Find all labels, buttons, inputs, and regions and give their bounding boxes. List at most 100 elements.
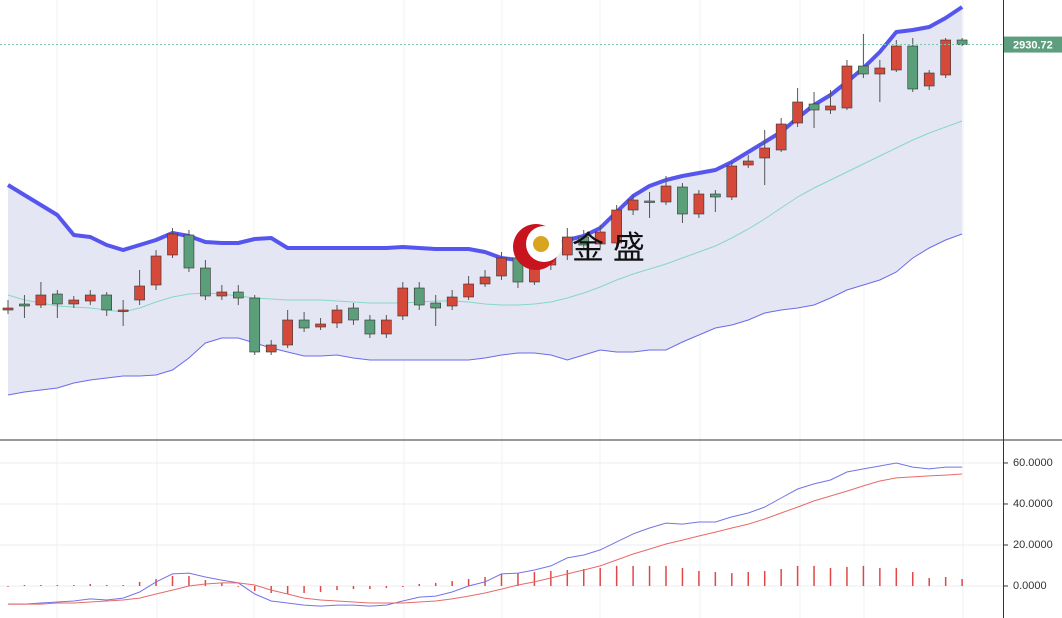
candle-body: [496, 257, 507, 277]
histogram-bar: [73, 584, 75, 587]
watermark-logo: [513, 224, 562, 270]
candle-body: [52, 293, 63, 305]
histogram-bar: [714, 572, 717, 587]
histogram-bar: [780, 568, 782, 587]
candle-body: [841, 65, 853, 109]
histogram-bar: [451, 581, 453, 587]
candle-body: [808, 103, 820, 111]
histogram-bar: [122, 584, 124, 587]
histogram-bar: [846, 566, 848, 587]
histogram-bar: [188, 575, 190, 587]
histogram-bar: [56, 584, 59, 587]
lower-band: [7, 233, 963, 396]
candle-body: [19, 303, 30, 307]
candle-body: [825, 105, 836, 111]
histogram-bar: [171, 575, 174, 587]
candle-body: [397, 287, 409, 317]
histogram-bar: [912, 572, 914, 587]
candle-body: [890, 45, 902, 71]
candle-body: [611, 209, 622, 244]
candle-body: [479, 276, 491, 285]
watermark-text: 金 盛: [572, 229, 645, 265]
candle-body: [2, 307, 14, 311]
histogram-bar: [895, 567, 898, 587]
candle-body: [578, 236, 590, 246]
histogram-bar: [385, 586, 388, 589]
candle-body: [677, 186, 688, 215]
candle-body: [167, 233, 178, 256]
histogram-bar: [928, 578, 930, 587]
histogram-bar: [336, 586, 338, 591]
candle-body: [923, 72, 935, 87]
candle-body: [413, 287, 425, 306]
candle-body: [940, 39, 951, 76]
candle-body: [627, 199, 639, 211]
histogram-bar: [829, 567, 832, 587]
histogram-bar: [402, 586, 404, 588]
histogram-bar: [254, 586, 256, 591]
upper-band: [6, 5, 964, 262]
histogram-bar: [632, 565, 634, 587]
candle-body: [117, 309, 129, 312]
candle-body: [216, 291, 228, 297]
y-tick-label: 40.0000: [1013, 498, 1053, 510]
candle-body: [775, 123, 787, 151]
candle-body: [874, 67, 886, 75]
histogram-bar: [665, 565, 667, 587]
candle-body: [594, 231, 606, 245]
candle-body: [265, 344, 277, 353]
histogram-bar: [533, 572, 536, 587]
histogram-bar: [303, 586, 305, 593]
candle-body: [792, 101, 803, 124]
histogram-bar: [731, 573, 733, 587]
histogram-bar: [879, 567, 881, 587]
histogram-bar: [434, 582, 437, 587]
candle-body: [331, 309, 343, 324]
candle-body: [759, 147, 771, 159]
histogram-bar: [681, 567, 684, 587]
candle-body: [463, 283, 474, 298]
last-price-box: [1004, 36, 1062, 53]
histogram-bar: [237, 586, 240, 587]
histogram-bar: [747, 572, 749, 587]
histogram-bar: [286, 586, 289, 595]
candle-body: [200, 267, 211, 297]
candle-body: [282, 319, 293, 346]
histogram-bar: [517, 573, 519, 587]
middle-band: [7, 120, 963, 313]
histogram-bar: [155, 579, 157, 587]
candle-body: [446, 296, 458, 307]
candle-body: [315, 323, 326, 328]
histogram-bar: [7, 586, 9, 587]
candle-body: [183, 234, 195, 269]
histogram-bar: [204, 580, 207, 587]
candle-body: [907, 45, 919, 90]
candle-body: [249, 297, 261, 353]
candle-body: [150, 255, 162, 286]
y-tick-label: 60.0000: [1013, 457, 1053, 469]
histogram-bar: [961, 579, 963, 587]
candle-body: [364, 319, 376, 335]
candle-body: [134, 285, 145, 301]
candle-body: [35, 294, 47, 306]
band-fill: [8, 7, 963, 395]
histogram-bar: [566, 570, 569, 587]
y-tick-label: 20.0000: [1013, 539, 1053, 551]
candle-body: [956, 39, 968, 45]
y-tick-label: 0.0000: [1013, 580, 1047, 592]
plot-layer: [0, 5, 1003, 607]
candle-body: [858, 65, 869, 75]
macd-line: [8, 473, 963, 605]
histogram-bar: [763, 571, 766, 587]
histogram-bar: [40, 584, 42, 587]
candle-body: [298, 319, 310, 329]
histogram-bar: [862, 565, 865, 587]
histogram-bar: [89, 583, 91, 587]
candle-body: [68, 299, 80, 305]
candle-body: [561, 236, 573, 256]
candle-body: [710, 193, 721, 198]
candle-body: [693, 193, 705, 215]
histogram-bar: [270, 586, 272, 593]
histogram-bar: [698, 571, 700, 587]
